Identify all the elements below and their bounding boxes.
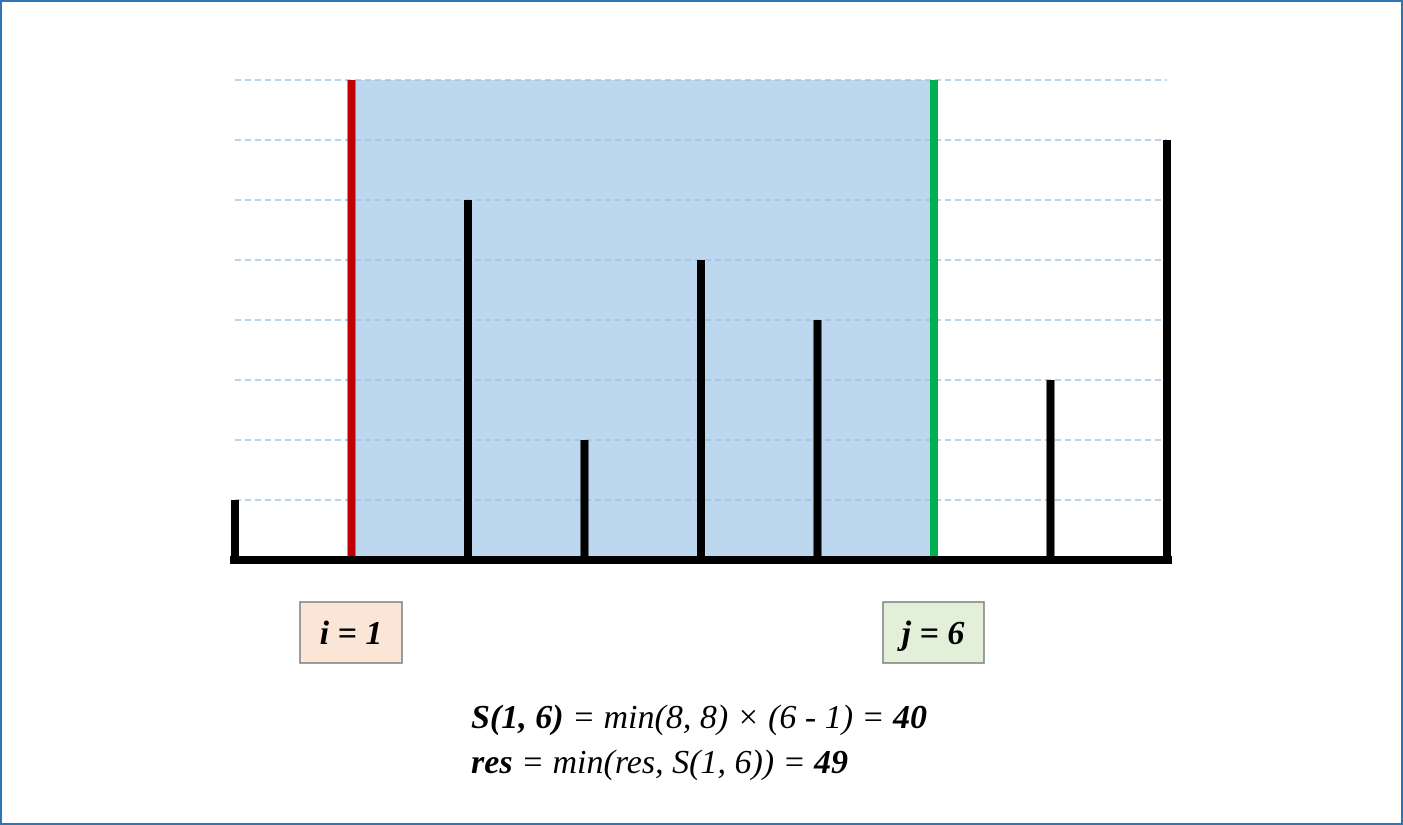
formula-part: res [471, 744, 513, 781]
formula-part: 49 [813, 744, 848, 781]
formula-part: = min(8, 8) × (6 - 1) = [564, 699, 893, 736]
formula-line: res = min(res, S(1, 6)) = 49 [471, 744, 848, 781]
i-box [299, 601, 403, 664]
j-label: j = 6 [897, 615, 965, 652]
formula-part: S(1, 6) [471, 699, 564, 736]
formula-part: 40 [892, 699, 927, 736]
bars [230, 80, 1172, 564]
formula-line: S(1, 6) = min(8, 8) × (6 - 1) = 40 [471, 699, 927, 736]
i-label: i = 1 [320, 615, 383, 652]
formula: S(1, 6) = min(8, 8) × (6 - 1) = 40 res = … [471, 699, 927, 781]
formula-part: = min(res, S(1, 6)) = [513, 744, 814, 781]
j-box [882, 601, 985, 664]
